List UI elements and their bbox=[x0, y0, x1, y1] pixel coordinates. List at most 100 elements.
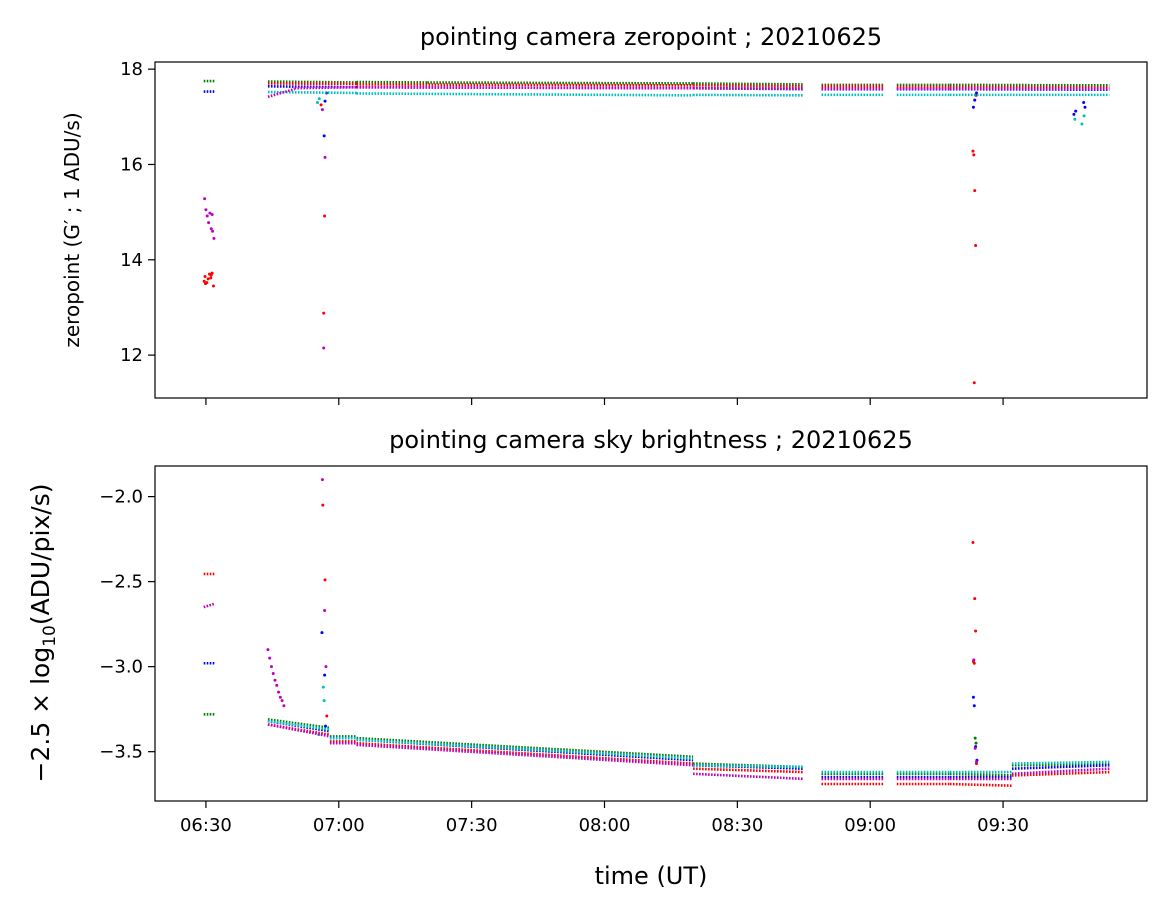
data-point-blue bbox=[323, 673, 327, 677]
y-tick-label: 18 bbox=[120, 59, 143, 80]
data-point-red bbox=[972, 381, 976, 385]
data-point-magenta bbox=[209, 227, 213, 231]
sky-brightness-chart-title: pointing camera sky brightness ; 2021062… bbox=[389, 426, 913, 454]
data-point-red bbox=[973, 189, 977, 193]
data-point-blue bbox=[1074, 109, 1078, 113]
sky-brightness-axes-frame bbox=[154, 465, 1148, 802]
data-point-magenta bbox=[973, 746, 977, 750]
data-point-red bbox=[973, 597, 977, 601]
y-tick-label: −3.5 bbox=[99, 742, 143, 763]
data-point-blue bbox=[1083, 105, 1087, 109]
x-tick-label: 08:30 bbox=[711, 815, 763, 836]
data-run-cyan bbox=[356, 738, 694, 760]
data-run-green bbox=[693, 82, 804, 86]
x-tick-label: 09:30 bbox=[977, 815, 1029, 836]
data-point-blue bbox=[322, 134, 326, 138]
data-point-red bbox=[322, 311, 326, 315]
x-tick-label: 07:00 bbox=[313, 815, 365, 836]
data-point-magenta bbox=[275, 683, 279, 687]
x-tick-label: 09:00 bbox=[844, 815, 896, 836]
y-tick-label: −2.5 bbox=[99, 572, 143, 593]
y-tick-label: −3.0 bbox=[99, 657, 143, 678]
data-point-magenta bbox=[208, 211, 212, 215]
data-point-magenta bbox=[269, 665, 273, 669]
data-point-green bbox=[974, 741, 978, 745]
series-cyan bbox=[267, 90, 1110, 126]
data-point-red bbox=[972, 661, 976, 665]
data-run-magenta bbox=[203, 602, 216, 609]
x-tick-label: 08:00 bbox=[579, 815, 631, 836]
sky-brightness-x-axis: 06:30 07:00 07:30 08:00 08:30 09:00 09:30 bbox=[180, 801, 1029, 836]
sky-brightness-plot-area bbox=[203, 478, 1110, 787]
data-point-red bbox=[203, 274, 207, 278]
data-point-cyan bbox=[321, 685, 325, 689]
data-point-red bbox=[974, 243, 978, 247]
data-point-red bbox=[321, 503, 325, 507]
data-point-magenta bbox=[266, 648, 270, 652]
data-point-red bbox=[202, 279, 206, 283]
data-point-blue bbox=[972, 704, 976, 708]
data-point-blue bbox=[323, 99, 327, 103]
data-point-magenta bbox=[323, 155, 327, 159]
sky-brightness-panel: pointing camera sky brightness ; 2021062… bbox=[26, 426, 1148, 890]
y-tick-label: 12 bbox=[120, 345, 143, 366]
data-point-magenta bbox=[277, 690, 281, 694]
sky-brightness-y-axis: −2.0 −2.5 −3.0 −3.5 bbox=[99, 487, 155, 763]
data-run-magenta bbox=[693, 772, 804, 781]
series-magenta bbox=[203, 478, 1110, 781]
data-point-red bbox=[323, 578, 327, 582]
data-run-red bbox=[1011, 770, 1110, 777]
data-point-magenta bbox=[320, 108, 324, 112]
series-green bbox=[203, 712, 1110, 777]
data-run-green bbox=[949, 772, 1012, 777]
data-run-magenta bbox=[294, 85, 357, 90]
data-run-red bbox=[949, 782, 1012, 787]
data-run-blue bbox=[1011, 763, 1110, 770]
y-tick-label: −2.0 bbox=[99, 487, 143, 508]
data-point-red bbox=[972, 153, 976, 157]
x-tick-label: 06:30 bbox=[180, 815, 232, 836]
zeropoint-panel: pointing camera zeropoint ; 20210625 121… bbox=[60, 23, 1148, 405]
data-point-red bbox=[325, 714, 329, 718]
data-point-magenta bbox=[203, 197, 207, 201]
data-run-cyan bbox=[693, 763, 804, 769]
data-point-magenta bbox=[268, 656, 272, 660]
data-run-cyan bbox=[267, 719, 331, 731]
data-point-magenta bbox=[211, 229, 215, 233]
data-point-magenta bbox=[320, 478, 324, 482]
data-point-magenta bbox=[210, 213, 214, 217]
data-point-magenta bbox=[278, 695, 282, 699]
data-point-cyan bbox=[316, 101, 320, 105]
data-run-green bbox=[267, 718, 331, 730]
data-run-magenta bbox=[356, 743, 694, 767]
x-axis-label: time (UT) bbox=[595, 862, 708, 890]
data-point-red bbox=[209, 273, 213, 277]
data-point-cyan bbox=[1082, 114, 1086, 118]
data-point-magenta bbox=[205, 214, 209, 218]
data-run-magenta bbox=[267, 723, 331, 738]
data-run-green bbox=[427, 81, 694, 85]
series-green bbox=[203, 79, 1110, 87]
series-red bbox=[202, 82, 1110, 385]
data-point-magenta bbox=[324, 665, 328, 669]
data-point-magenta bbox=[975, 760, 978, 764]
sky-brightness-y-axis-label: −2.5 × log10(ADU/pix/s) bbox=[26, 484, 60, 783]
data-point-magenta bbox=[271, 671, 275, 675]
data-point-red bbox=[206, 277, 210, 281]
data-run-red bbox=[693, 84, 804, 88]
data-point-magenta bbox=[323, 609, 327, 613]
data-run-magenta bbox=[1011, 767, 1110, 776]
data-run-green bbox=[356, 736, 694, 759]
data-run-cyan bbox=[356, 92, 694, 97]
data-point-magenta bbox=[204, 208, 208, 212]
data-point-magenta bbox=[273, 678, 277, 682]
data-run-magenta bbox=[356, 85, 694, 90]
data-point-cyan bbox=[1080, 122, 1084, 126]
zeropoint-plot-area bbox=[202, 79, 1110, 385]
data-point-red bbox=[319, 103, 323, 107]
data-point-cyan bbox=[1073, 117, 1077, 121]
data-point-magenta bbox=[212, 236, 216, 240]
data-point-cyan bbox=[322, 699, 326, 703]
data-point-magenta bbox=[322, 346, 326, 350]
